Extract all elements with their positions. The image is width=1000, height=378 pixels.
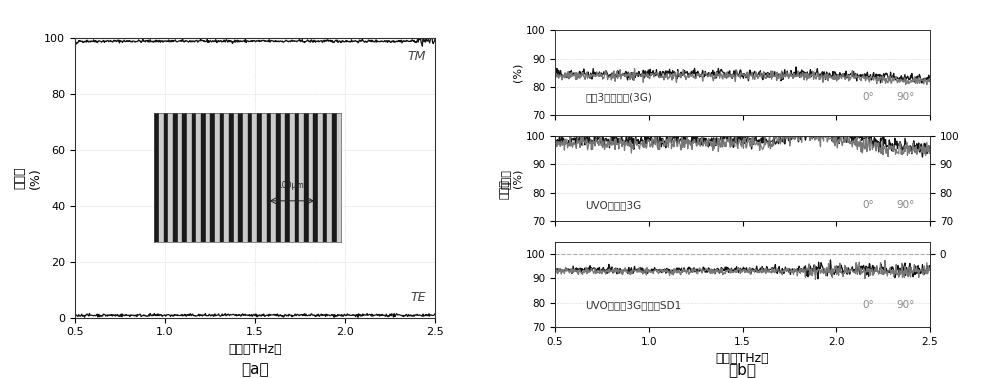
Text: 透过率: 透过率 [500, 179, 510, 199]
Text: 90°: 90° [896, 300, 915, 310]
Text: 原始3层石墨烯(3G): 原始3层石墨烯(3G) [585, 92, 652, 102]
Text: 0°: 0° [862, 300, 874, 310]
X-axis label: 频率（THz）: 频率（THz） [228, 343, 282, 356]
Text: UVO处理后3G又旋涂SD1: UVO处理后3G又旋涂SD1 [585, 300, 681, 310]
Text: （a）: （a） [241, 362, 269, 377]
Text: UVO处理后3G: UVO处理后3G [585, 200, 641, 211]
Text: 0°: 0° [862, 200, 874, 211]
Text: 90°: 90° [896, 200, 915, 211]
X-axis label: 频率（THz）: 频率（THz） [716, 352, 769, 365]
Text: 90°: 90° [896, 92, 915, 102]
Text: （b）: （b） [728, 362, 757, 377]
Y-axis label: 透过率
(%): 透过率 (%) [13, 166, 41, 189]
Text: 0°: 0° [862, 92, 874, 102]
Text: TM: TM [408, 50, 426, 63]
Text: TE: TE [411, 291, 426, 304]
Y-axis label: (%): (%) [513, 63, 523, 82]
Y-axis label: 透过率
(%): 透过率 (%) [501, 169, 523, 189]
